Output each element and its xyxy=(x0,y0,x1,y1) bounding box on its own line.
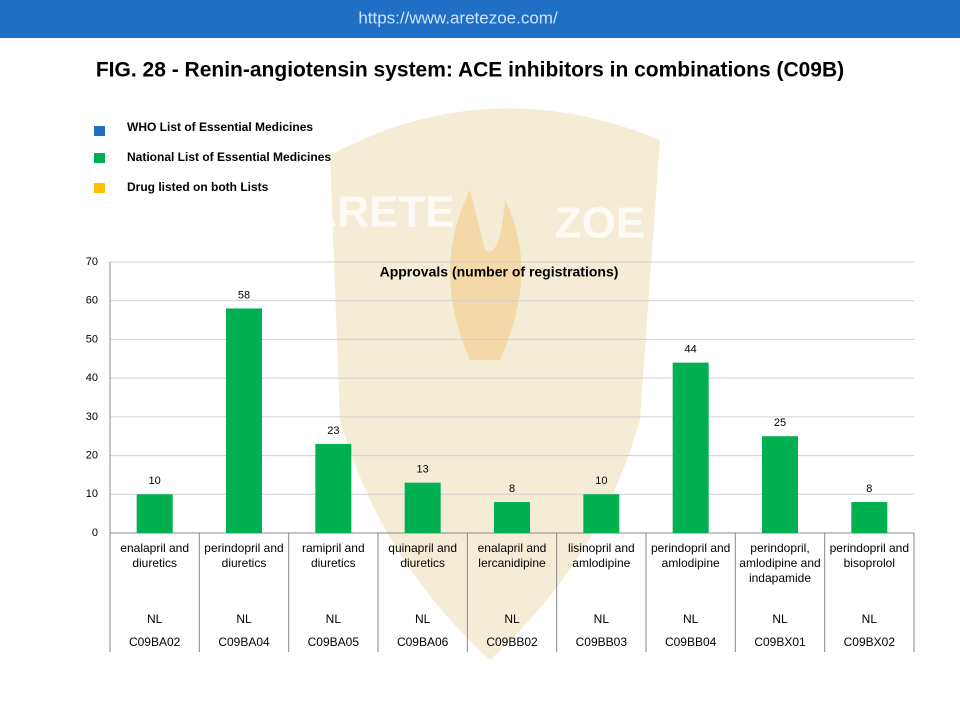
x-tick-label-box: perindopril and bisoprolol xyxy=(829,541,910,570)
y-tick-label: 10 xyxy=(86,488,98,500)
x-tick-label: enalapril and diuretics xyxy=(120,541,190,570)
list-label: NL xyxy=(862,612,878,626)
x-tick-label: perindopril and diuretics xyxy=(204,541,284,570)
y-tick-label: 70 xyxy=(86,256,98,268)
list-label: NL xyxy=(326,612,342,626)
y-tick-label: 0 xyxy=(92,527,98,539)
bar xyxy=(762,436,798,533)
legend-swatch xyxy=(94,153,105,163)
y-tick-label: 60 xyxy=(86,295,98,307)
watermark-text: ZOE xyxy=(555,199,645,248)
list-label: NL xyxy=(147,612,163,626)
header-url[interactable]: https://www.aretezoe.com/ xyxy=(358,8,558,27)
chart-title: Approvals (number of registrations) xyxy=(380,264,619,280)
atc-code: C09BX02 xyxy=(844,635,896,649)
bar xyxy=(226,308,262,533)
x-tick-label: lisinopril and amlodipine xyxy=(567,541,635,570)
x-tick-label: perindopril and amlodipine xyxy=(650,541,731,570)
legend-label: WHO List of Essential Medicines xyxy=(127,120,313,134)
x-tick-label-box: lisinopril and amlodipine xyxy=(567,541,635,570)
x-tick-label-box: perindopril and amlodipine xyxy=(650,541,731,570)
value-label: 25 xyxy=(774,417,786,429)
x-tick-label-box: quinapril and diuretics xyxy=(388,541,458,570)
x-tick-label: quinapril and diuretics xyxy=(388,541,458,570)
x-tick-label: perindopril and bisoprolol xyxy=(829,541,910,570)
legend-swatch xyxy=(94,126,105,136)
x-tick-label: enalapril and lercanidipine xyxy=(477,541,547,570)
atc-code: C09BA06 xyxy=(397,635,449,649)
y-tick-label: 30 xyxy=(86,411,98,423)
x-tick-label-box: enalapril and diuretics xyxy=(120,541,190,570)
list-label: NL xyxy=(683,612,699,626)
slide-title: FIG. 28 - Renin-angiotensin system: ACE … xyxy=(96,59,844,82)
y-tick-label: 40 xyxy=(86,372,98,384)
list-label: NL xyxy=(594,612,610,626)
list-label: NL xyxy=(504,612,520,626)
x-tick-label: perindopril, amlodipine and indapamide xyxy=(739,541,821,585)
value-label: 44 xyxy=(685,344,697,356)
atc-code: C09BB03 xyxy=(576,635,628,649)
watermark-text: ARETE xyxy=(305,188,454,237)
y-tick-label: 50 xyxy=(86,333,98,345)
y-tick-label: 20 xyxy=(86,449,98,461)
x-tick-label-box: perindopril and diuretics xyxy=(204,541,284,570)
value-label: 13 xyxy=(417,464,429,476)
bar xyxy=(672,362,709,533)
atc-code: C09BA02 xyxy=(129,635,181,649)
bar xyxy=(494,502,530,533)
atc-code: C09BX01 xyxy=(754,635,806,649)
x-tick-label-box: ramipril and diuretics xyxy=(301,541,365,570)
value-label: 58 xyxy=(238,289,250,301)
list-label: NL xyxy=(772,612,788,626)
atc-code: C09BA04 xyxy=(218,635,270,649)
bar xyxy=(315,443,352,533)
x-tick-label-box: enalapril and lercanidipine xyxy=(477,541,547,570)
value-label: 8 xyxy=(866,483,872,495)
atc-code: C09BA05 xyxy=(308,635,360,649)
list-label: NL xyxy=(236,612,252,626)
value-label: 10 xyxy=(595,475,607,487)
bar xyxy=(583,494,620,533)
value-label: 10 xyxy=(149,475,161,487)
header-bar xyxy=(0,0,960,38)
legend-swatch xyxy=(94,183,105,193)
value-label: 8 xyxy=(509,483,515,495)
legend-label: National List of Essential Medicines xyxy=(127,150,331,164)
bar xyxy=(404,482,441,533)
legend-label: Drug listed on both Lists xyxy=(127,180,269,194)
watermark-flame xyxy=(450,190,522,360)
x-tick-label-box: perindopril, amlodipine and indapamide xyxy=(739,541,821,585)
x-tick-label: ramipril and diuretics xyxy=(301,541,365,570)
bar xyxy=(851,502,888,533)
bar xyxy=(136,494,173,533)
atc-code: C09BB02 xyxy=(486,635,538,649)
value-label: 23 xyxy=(327,425,339,437)
atc-code: C09BB04 xyxy=(665,635,717,649)
list-label: NL xyxy=(415,612,431,626)
